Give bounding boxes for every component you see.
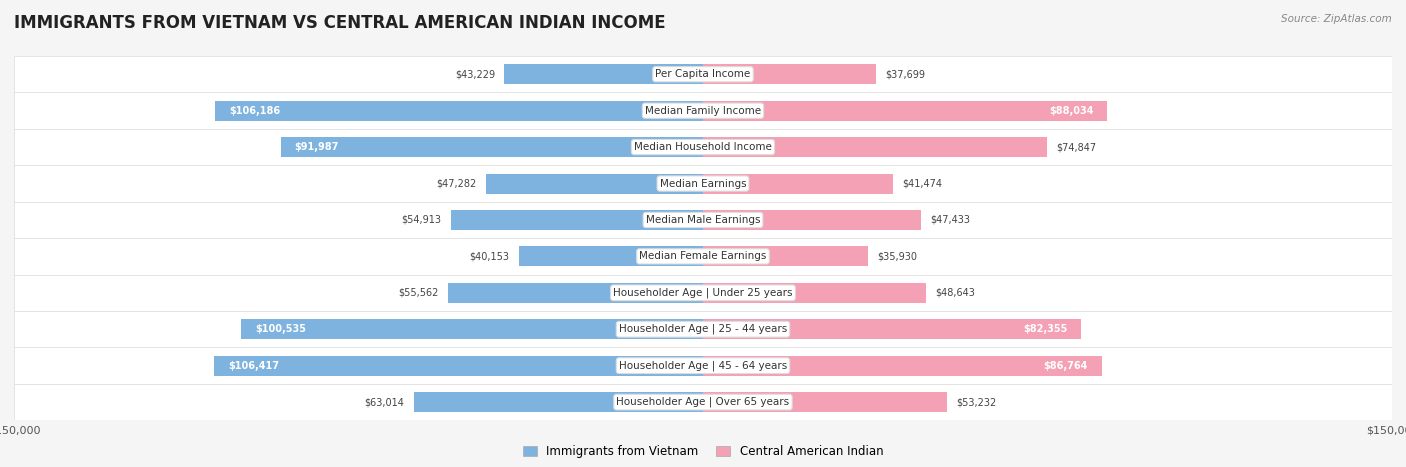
FancyBboxPatch shape [215,101,703,120]
FancyBboxPatch shape [703,356,1101,375]
FancyBboxPatch shape [214,356,703,375]
Text: Median Earnings: Median Earnings [659,178,747,189]
Text: Median Family Income: Median Family Income [645,106,761,116]
FancyBboxPatch shape [14,347,1392,384]
Text: $40,153: $40,153 [470,251,509,262]
FancyBboxPatch shape [703,319,1081,339]
Text: $74,847: $74,847 [1056,142,1097,152]
Text: $43,229: $43,229 [456,69,495,79]
FancyBboxPatch shape [447,283,703,303]
Text: IMMIGRANTS FROM VIETNAM VS CENTRAL AMERICAN INDIAN INCOME: IMMIGRANTS FROM VIETNAM VS CENTRAL AMERI… [14,14,665,32]
Text: $53,232: $53,232 [956,397,997,407]
FancyBboxPatch shape [451,210,703,230]
FancyBboxPatch shape [505,64,703,84]
Text: $47,282: $47,282 [436,178,477,189]
FancyBboxPatch shape [14,129,1392,165]
Text: $54,913: $54,913 [402,215,441,225]
FancyBboxPatch shape [486,174,703,193]
Text: Median Female Earnings: Median Female Earnings [640,251,766,262]
Text: $106,186: $106,186 [229,106,280,116]
FancyBboxPatch shape [14,56,1392,92]
Text: $91,987: $91,987 [294,142,339,152]
FancyBboxPatch shape [242,319,703,339]
Text: Median Male Earnings: Median Male Earnings [645,215,761,225]
Text: $106,417: $106,417 [228,361,278,371]
Text: Householder Age | Over 65 years: Householder Age | Over 65 years [616,397,790,407]
FancyBboxPatch shape [14,384,1392,420]
Text: $86,764: $86,764 [1043,361,1088,371]
FancyBboxPatch shape [703,101,1108,120]
Text: $63,014: $63,014 [364,397,405,407]
FancyBboxPatch shape [703,137,1047,157]
FancyBboxPatch shape [14,92,1392,129]
FancyBboxPatch shape [703,210,921,230]
FancyBboxPatch shape [14,165,1392,202]
Text: $41,474: $41,474 [903,178,942,189]
FancyBboxPatch shape [14,311,1392,347]
FancyBboxPatch shape [281,137,703,157]
FancyBboxPatch shape [703,174,893,193]
FancyBboxPatch shape [703,283,927,303]
Text: Householder Age | 25 - 44 years: Householder Age | 25 - 44 years [619,324,787,334]
Text: $37,699: $37,699 [886,69,925,79]
Text: Source: ZipAtlas.com: Source: ZipAtlas.com [1281,14,1392,24]
Text: $48,643: $48,643 [935,288,976,298]
FancyBboxPatch shape [14,275,1392,311]
FancyBboxPatch shape [14,202,1392,238]
Text: $35,930: $35,930 [877,251,917,262]
FancyBboxPatch shape [703,392,948,412]
Text: $82,355: $82,355 [1024,324,1067,334]
Text: Householder Age | 45 - 64 years: Householder Age | 45 - 64 years [619,361,787,371]
Text: Median Household Income: Median Household Income [634,142,772,152]
Text: Per Capita Income: Per Capita Income [655,69,751,79]
FancyBboxPatch shape [703,64,876,84]
Text: Householder Age | Under 25 years: Householder Age | Under 25 years [613,288,793,298]
Text: $55,562: $55,562 [398,288,439,298]
FancyBboxPatch shape [14,238,1392,275]
Legend: Immigrants from Vietnam, Central American Indian: Immigrants from Vietnam, Central America… [523,445,883,458]
Text: $88,034: $88,034 [1049,106,1094,116]
Text: $100,535: $100,535 [254,324,307,334]
FancyBboxPatch shape [703,247,868,266]
FancyBboxPatch shape [413,392,703,412]
FancyBboxPatch shape [519,247,703,266]
Text: $47,433: $47,433 [929,215,970,225]
